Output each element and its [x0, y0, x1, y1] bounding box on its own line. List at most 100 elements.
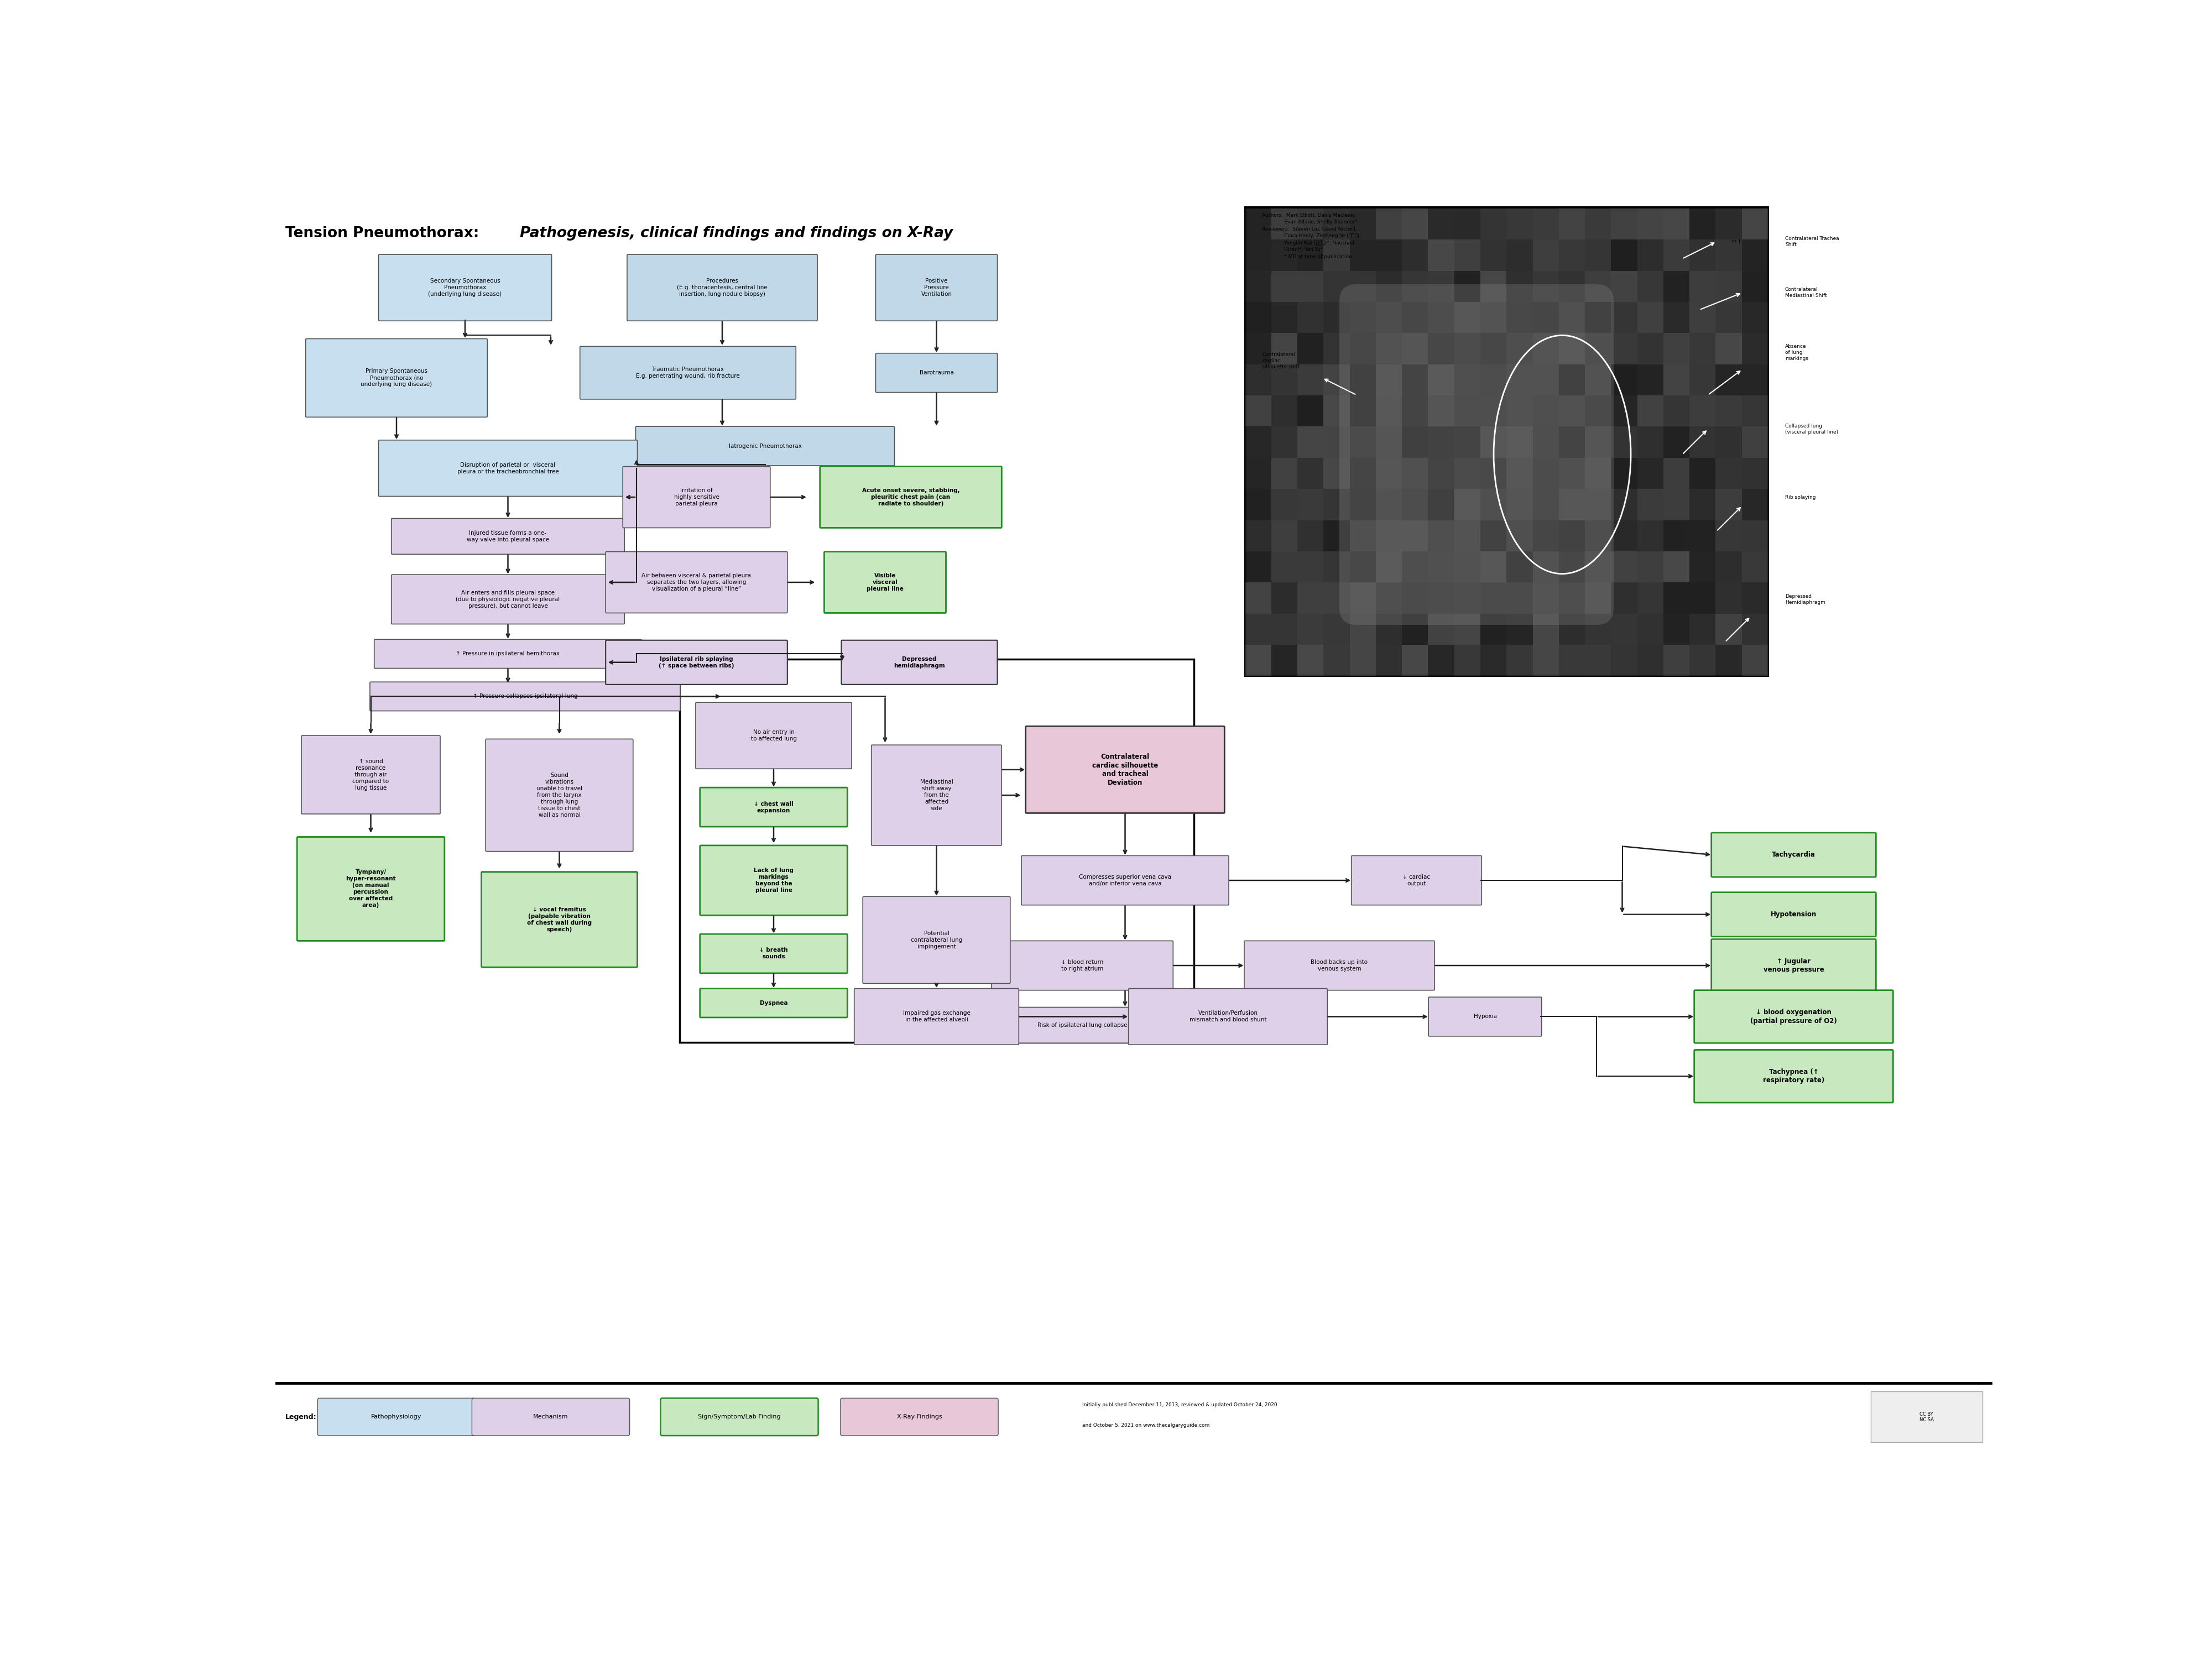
FancyBboxPatch shape: [1741, 395, 1767, 426]
FancyBboxPatch shape: [1663, 333, 1690, 365]
FancyBboxPatch shape: [1376, 551, 1402, 582]
FancyBboxPatch shape: [1690, 395, 1717, 426]
FancyBboxPatch shape: [1323, 489, 1349, 521]
FancyBboxPatch shape: [1323, 582, 1349, 614]
FancyBboxPatch shape: [1429, 521, 1453, 551]
Text: Sign/Symptom/Lab Finding: Sign/Symptom/Lab Finding: [699, 1413, 781, 1420]
FancyBboxPatch shape: [1717, 582, 1741, 614]
FancyBboxPatch shape: [1349, 614, 1376, 645]
FancyBboxPatch shape: [1376, 365, 1402, 395]
FancyBboxPatch shape: [841, 640, 998, 685]
FancyBboxPatch shape: [1637, 302, 1663, 333]
FancyBboxPatch shape: [1637, 365, 1663, 395]
FancyBboxPatch shape: [1533, 209, 1559, 239]
FancyBboxPatch shape: [1690, 209, 1717, 239]
FancyBboxPatch shape: [1690, 458, 1717, 489]
FancyBboxPatch shape: [1429, 582, 1453, 614]
FancyBboxPatch shape: [1559, 426, 1586, 458]
FancyBboxPatch shape: [1453, 302, 1480, 333]
Text: Tension Pneumothorax:: Tension Pneumothorax:: [285, 226, 484, 241]
FancyBboxPatch shape: [1480, 209, 1506, 239]
FancyBboxPatch shape: [1717, 209, 1741, 239]
FancyBboxPatch shape: [1559, 551, 1586, 582]
FancyBboxPatch shape: [1323, 458, 1349, 489]
FancyBboxPatch shape: [1272, 521, 1298, 551]
FancyBboxPatch shape: [1272, 270, 1298, 302]
Text: and October 5, 2021 on www.thecalgaryguide.com: and October 5, 2021 on www.thecalgarygui…: [1082, 1423, 1210, 1428]
FancyBboxPatch shape: [872, 745, 1002, 846]
FancyBboxPatch shape: [1690, 333, 1717, 365]
FancyBboxPatch shape: [661, 1399, 818, 1435]
FancyBboxPatch shape: [1453, 365, 1480, 395]
Text: Sound
vibrations
unable to travel
from the larynx
through lung
tissue to chest
w: Sound vibrations unable to travel from t…: [535, 773, 582, 818]
FancyBboxPatch shape: [1429, 551, 1453, 582]
FancyBboxPatch shape: [1741, 270, 1767, 302]
Text: Ipsilateral rib splaying
(↑ space between ribs): Ipsilateral rib splaying (↑ space betwee…: [659, 657, 734, 669]
FancyBboxPatch shape: [1323, 426, 1349, 458]
FancyBboxPatch shape: [1453, 333, 1480, 365]
FancyBboxPatch shape: [1323, 645, 1349, 675]
FancyBboxPatch shape: [1586, 302, 1610, 333]
FancyBboxPatch shape: [1349, 239, 1376, 270]
Text: Procedures
(E.g. thoracentesis, central line
insertion, lung nodule biopsy): Procedures (E.g. thoracentesis, central …: [677, 279, 768, 297]
FancyBboxPatch shape: [1533, 489, 1559, 521]
FancyBboxPatch shape: [1663, 365, 1690, 395]
Text: Disruption of parietal or  visceral
pleura or the tracheobronchial tree: Disruption of parietal or visceral pleur…: [458, 463, 560, 474]
FancyBboxPatch shape: [1243, 941, 1436, 990]
FancyBboxPatch shape: [1506, 614, 1533, 645]
Text: ↓ blood oxygenation
(partial pressure of O2): ↓ blood oxygenation (partial pressure of…: [1750, 1009, 1836, 1025]
FancyBboxPatch shape: [1453, 426, 1480, 458]
FancyBboxPatch shape: [1506, 239, 1533, 270]
Text: Impaired gas exchange
in the affected alveoli: Impaired gas exchange in the affected al…: [902, 1010, 971, 1022]
FancyBboxPatch shape: [1586, 645, 1610, 675]
FancyBboxPatch shape: [1272, 302, 1298, 333]
FancyBboxPatch shape: [1559, 489, 1586, 521]
FancyBboxPatch shape: [1272, 239, 1298, 270]
FancyBboxPatch shape: [1637, 395, 1663, 426]
FancyBboxPatch shape: [1429, 645, 1453, 675]
FancyBboxPatch shape: [1349, 582, 1376, 614]
FancyBboxPatch shape: [1402, 489, 1429, 521]
FancyBboxPatch shape: [1717, 239, 1741, 270]
FancyBboxPatch shape: [1663, 395, 1690, 426]
Text: Contralateral Trachea
Shift: Contralateral Trachea Shift: [1785, 236, 1838, 247]
Text: Potential
contralateral lung
impingement: Potential contralateral lung impingement: [911, 931, 962, 949]
FancyBboxPatch shape: [876, 353, 998, 393]
FancyBboxPatch shape: [1586, 582, 1610, 614]
FancyBboxPatch shape: [1429, 489, 1453, 521]
FancyBboxPatch shape: [1402, 521, 1429, 551]
FancyBboxPatch shape: [1323, 239, 1349, 270]
FancyBboxPatch shape: [1376, 302, 1402, 333]
FancyBboxPatch shape: [1741, 614, 1767, 645]
FancyBboxPatch shape: [1323, 395, 1349, 426]
FancyBboxPatch shape: [301, 735, 440, 815]
FancyBboxPatch shape: [1559, 458, 1586, 489]
FancyBboxPatch shape: [1506, 489, 1533, 521]
FancyBboxPatch shape: [1717, 302, 1741, 333]
FancyBboxPatch shape: [1429, 395, 1453, 426]
Text: ↓ cardiac
output: ↓ cardiac output: [1402, 874, 1431, 886]
FancyBboxPatch shape: [1402, 582, 1429, 614]
Text: Compresses superior vena cava
and/or inferior vena cava: Compresses superior vena cava and/or inf…: [1079, 874, 1172, 886]
FancyBboxPatch shape: [1245, 207, 1767, 675]
FancyBboxPatch shape: [626, 254, 818, 320]
FancyBboxPatch shape: [1298, 302, 1323, 333]
FancyBboxPatch shape: [1349, 551, 1376, 582]
FancyBboxPatch shape: [1453, 239, 1480, 270]
FancyBboxPatch shape: [1272, 209, 1298, 239]
FancyBboxPatch shape: [1402, 614, 1429, 645]
FancyBboxPatch shape: [1533, 551, 1559, 582]
FancyBboxPatch shape: [1323, 209, 1349, 239]
FancyBboxPatch shape: [1559, 333, 1586, 365]
FancyBboxPatch shape: [1506, 302, 1533, 333]
FancyBboxPatch shape: [695, 702, 852, 768]
FancyBboxPatch shape: [1610, 551, 1637, 582]
FancyBboxPatch shape: [825, 552, 947, 612]
FancyBboxPatch shape: [1429, 458, 1453, 489]
Text: Authors:  Mark Elliott, Davis Maclean,
              Evan Allarie, Shelly Spanne: Authors: Mark Elliott, Davis Maclean, Ev…: [1263, 212, 1360, 259]
FancyBboxPatch shape: [1610, 489, 1637, 521]
FancyBboxPatch shape: [1610, 302, 1637, 333]
FancyBboxPatch shape: [1429, 333, 1453, 365]
Text: Legend:: Legend:: [285, 1413, 316, 1420]
FancyBboxPatch shape: [369, 682, 681, 712]
